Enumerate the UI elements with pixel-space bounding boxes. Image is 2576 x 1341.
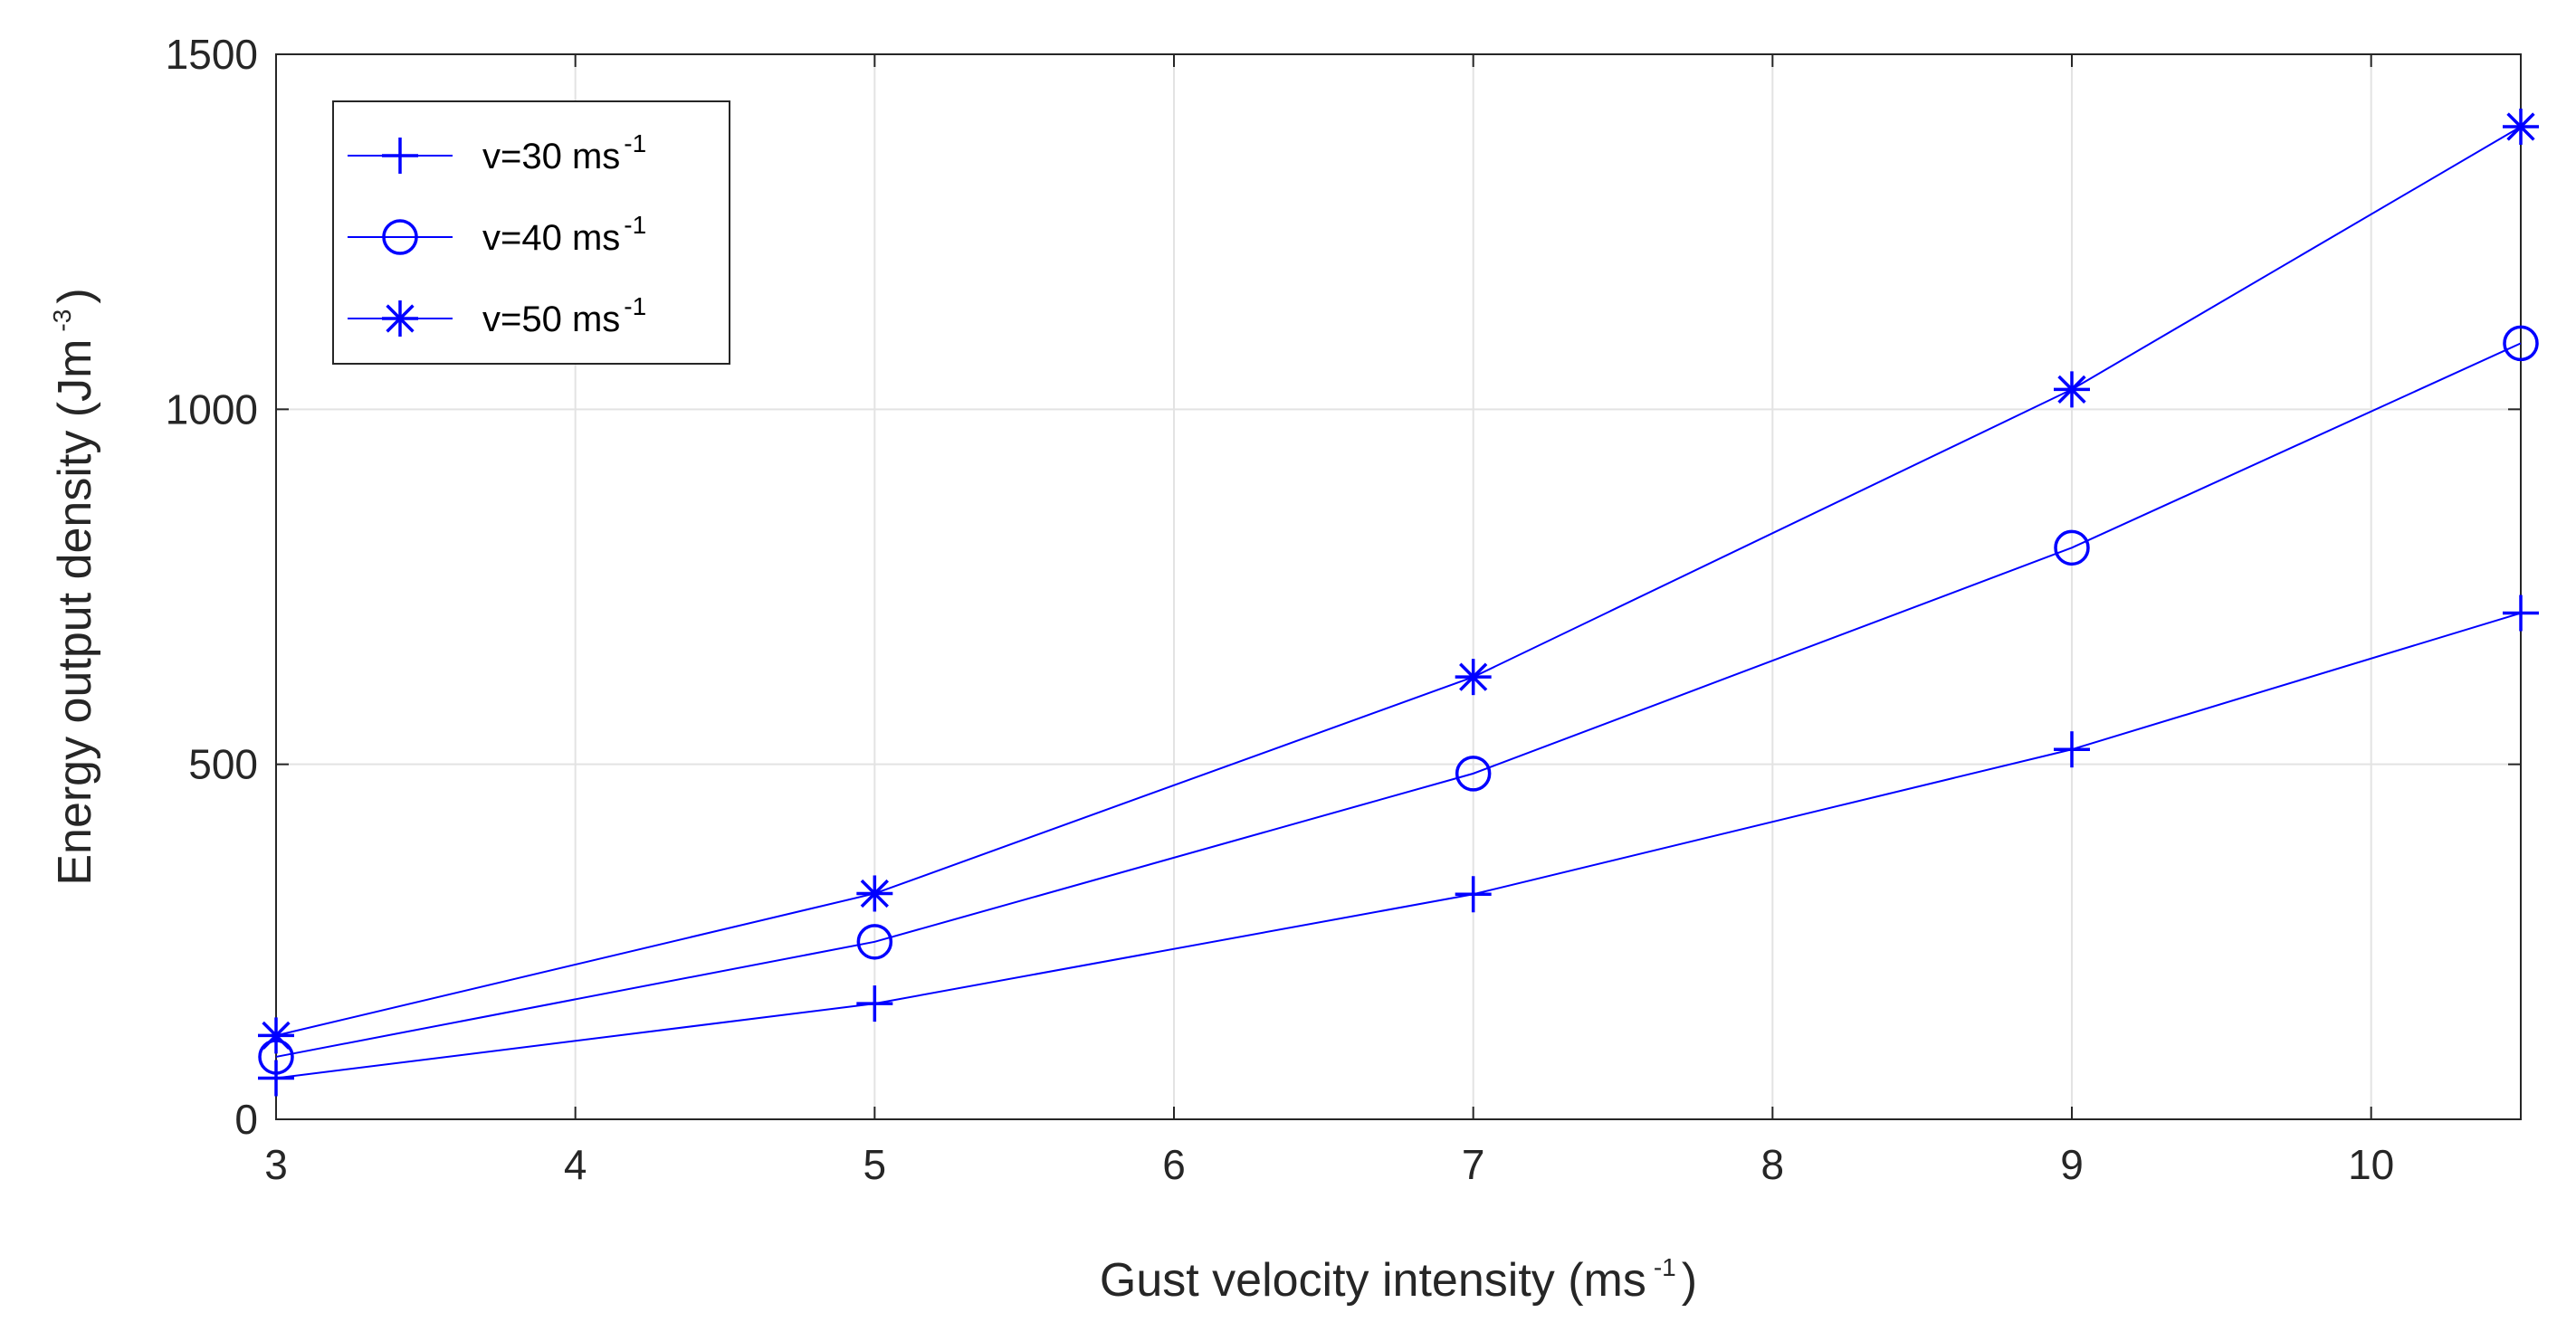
legend-item: v=40 ms -1	[348, 211, 646, 258]
legend-marker	[382, 219, 418, 255]
y-tick-label: 1500	[166, 31, 258, 78]
legend-label: v=40 ms -1	[482, 211, 646, 258]
x-tick-label: 3	[264, 1141, 288, 1188]
data-point	[1455, 876, 1492, 913]
x-tick-label: 6	[1162, 1141, 1186, 1188]
x-tick-label: 8	[1761, 1141, 1785, 1188]
y-tick-label: 500	[188, 741, 258, 788]
data-point	[2054, 731, 2090, 768]
data-point	[2054, 371, 2090, 408]
series-circle	[258, 325, 2539, 1075]
legend: v=30 ms -1 v=40 ms -1 v=50 ms -1	[332, 100, 730, 365]
y-tick-label: 1000	[166, 385, 258, 433]
data-point	[2503, 325, 2539, 362]
x-tick-label: 4	[564, 1141, 587, 1188]
data-point	[856, 985, 893, 1022]
series-plus	[258, 594, 2539, 1097]
data-point	[258, 1017, 294, 1054]
legend-label: v=50 ms -1	[482, 292, 646, 339]
data-point	[2503, 594, 2539, 632]
y-axis-label: Energy output density (Jm-3)	[48, 288, 101, 885]
legend-item: v=30 ms -1	[348, 129, 646, 176]
legend-marker	[382, 300, 418, 337]
data-point	[258, 1060, 294, 1097]
series-line	[275, 342, 2522, 1058]
series-line	[275, 612, 2522, 1079]
axis-ticks: 3 4 5 6 7 8 9 10 0 500 1000 1500	[166, 31, 2521, 1188]
data-point	[1455, 756, 1492, 792]
x-axis-label: Gust velocity intensity (ms -1)	[1100, 1253, 1697, 1307]
series	[258, 109, 2539, 1097]
legend-marker	[382, 138, 418, 174]
data-point	[2503, 109, 2539, 146]
x-tick-label: 5	[863, 1141, 887, 1188]
x-tick-label: 10	[2348, 1141, 2394, 1188]
data-point	[856, 924, 893, 960]
x-tick-label: 7	[1462, 1141, 1485, 1188]
data-point	[2054, 529, 2090, 566]
x-tick-label: 9	[2060, 1141, 2084, 1188]
y-tick-label: 0	[234, 1096, 258, 1143]
legend-item: v=50 ms -1	[348, 292, 646, 339]
series-asterisk	[258, 109, 2539, 1054]
plot-frame	[275, 53, 2522, 1120]
legend-label: v=30 ms -1	[482, 129, 646, 176]
data-point	[856, 875, 893, 912]
data-point	[1455, 659, 1492, 696]
